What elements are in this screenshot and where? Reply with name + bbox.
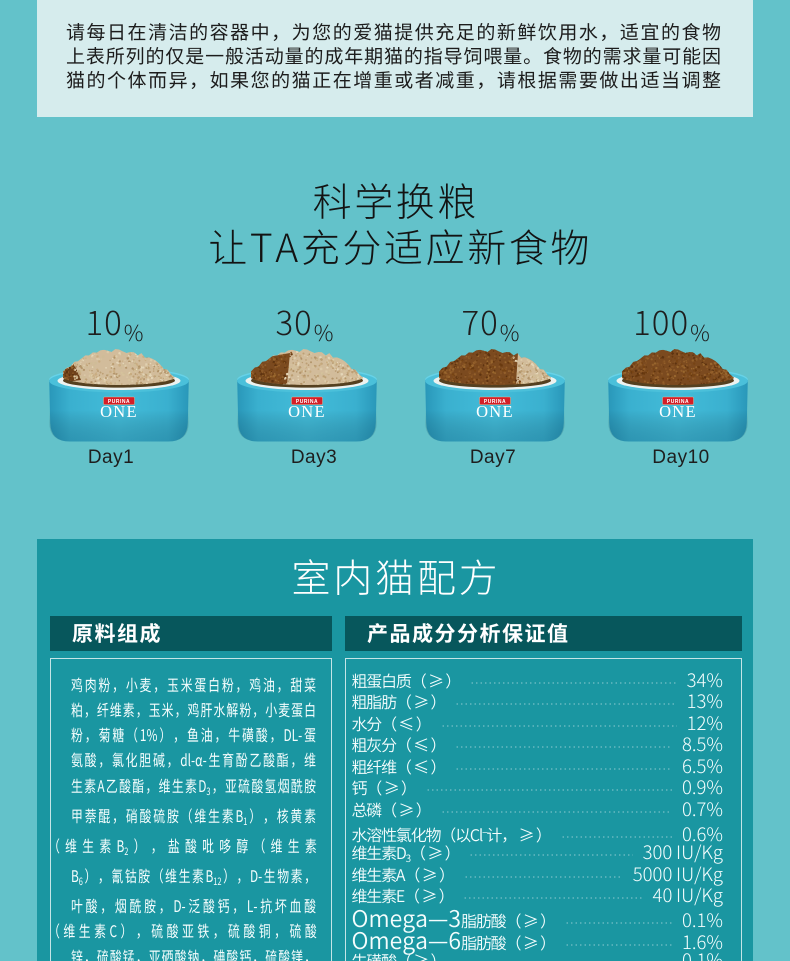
svg-text:PURINA: PURINA [108, 399, 130, 405]
svg-text:PURINA: PURINA [667, 399, 689, 405]
svg-text:ONE: ONE [659, 402, 697, 421]
svg-text:ONE: ONE [100, 402, 138, 421]
svg-text:PURINA: PURINA [296, 399, 318, 405]
svg-text:PURINA: PURINA [484, 399, 506, 405]
svg-text:ONE: ONE [288, 402, 326, 421]
svg-text:ONE: ONE [476, 402, 514, 421]
